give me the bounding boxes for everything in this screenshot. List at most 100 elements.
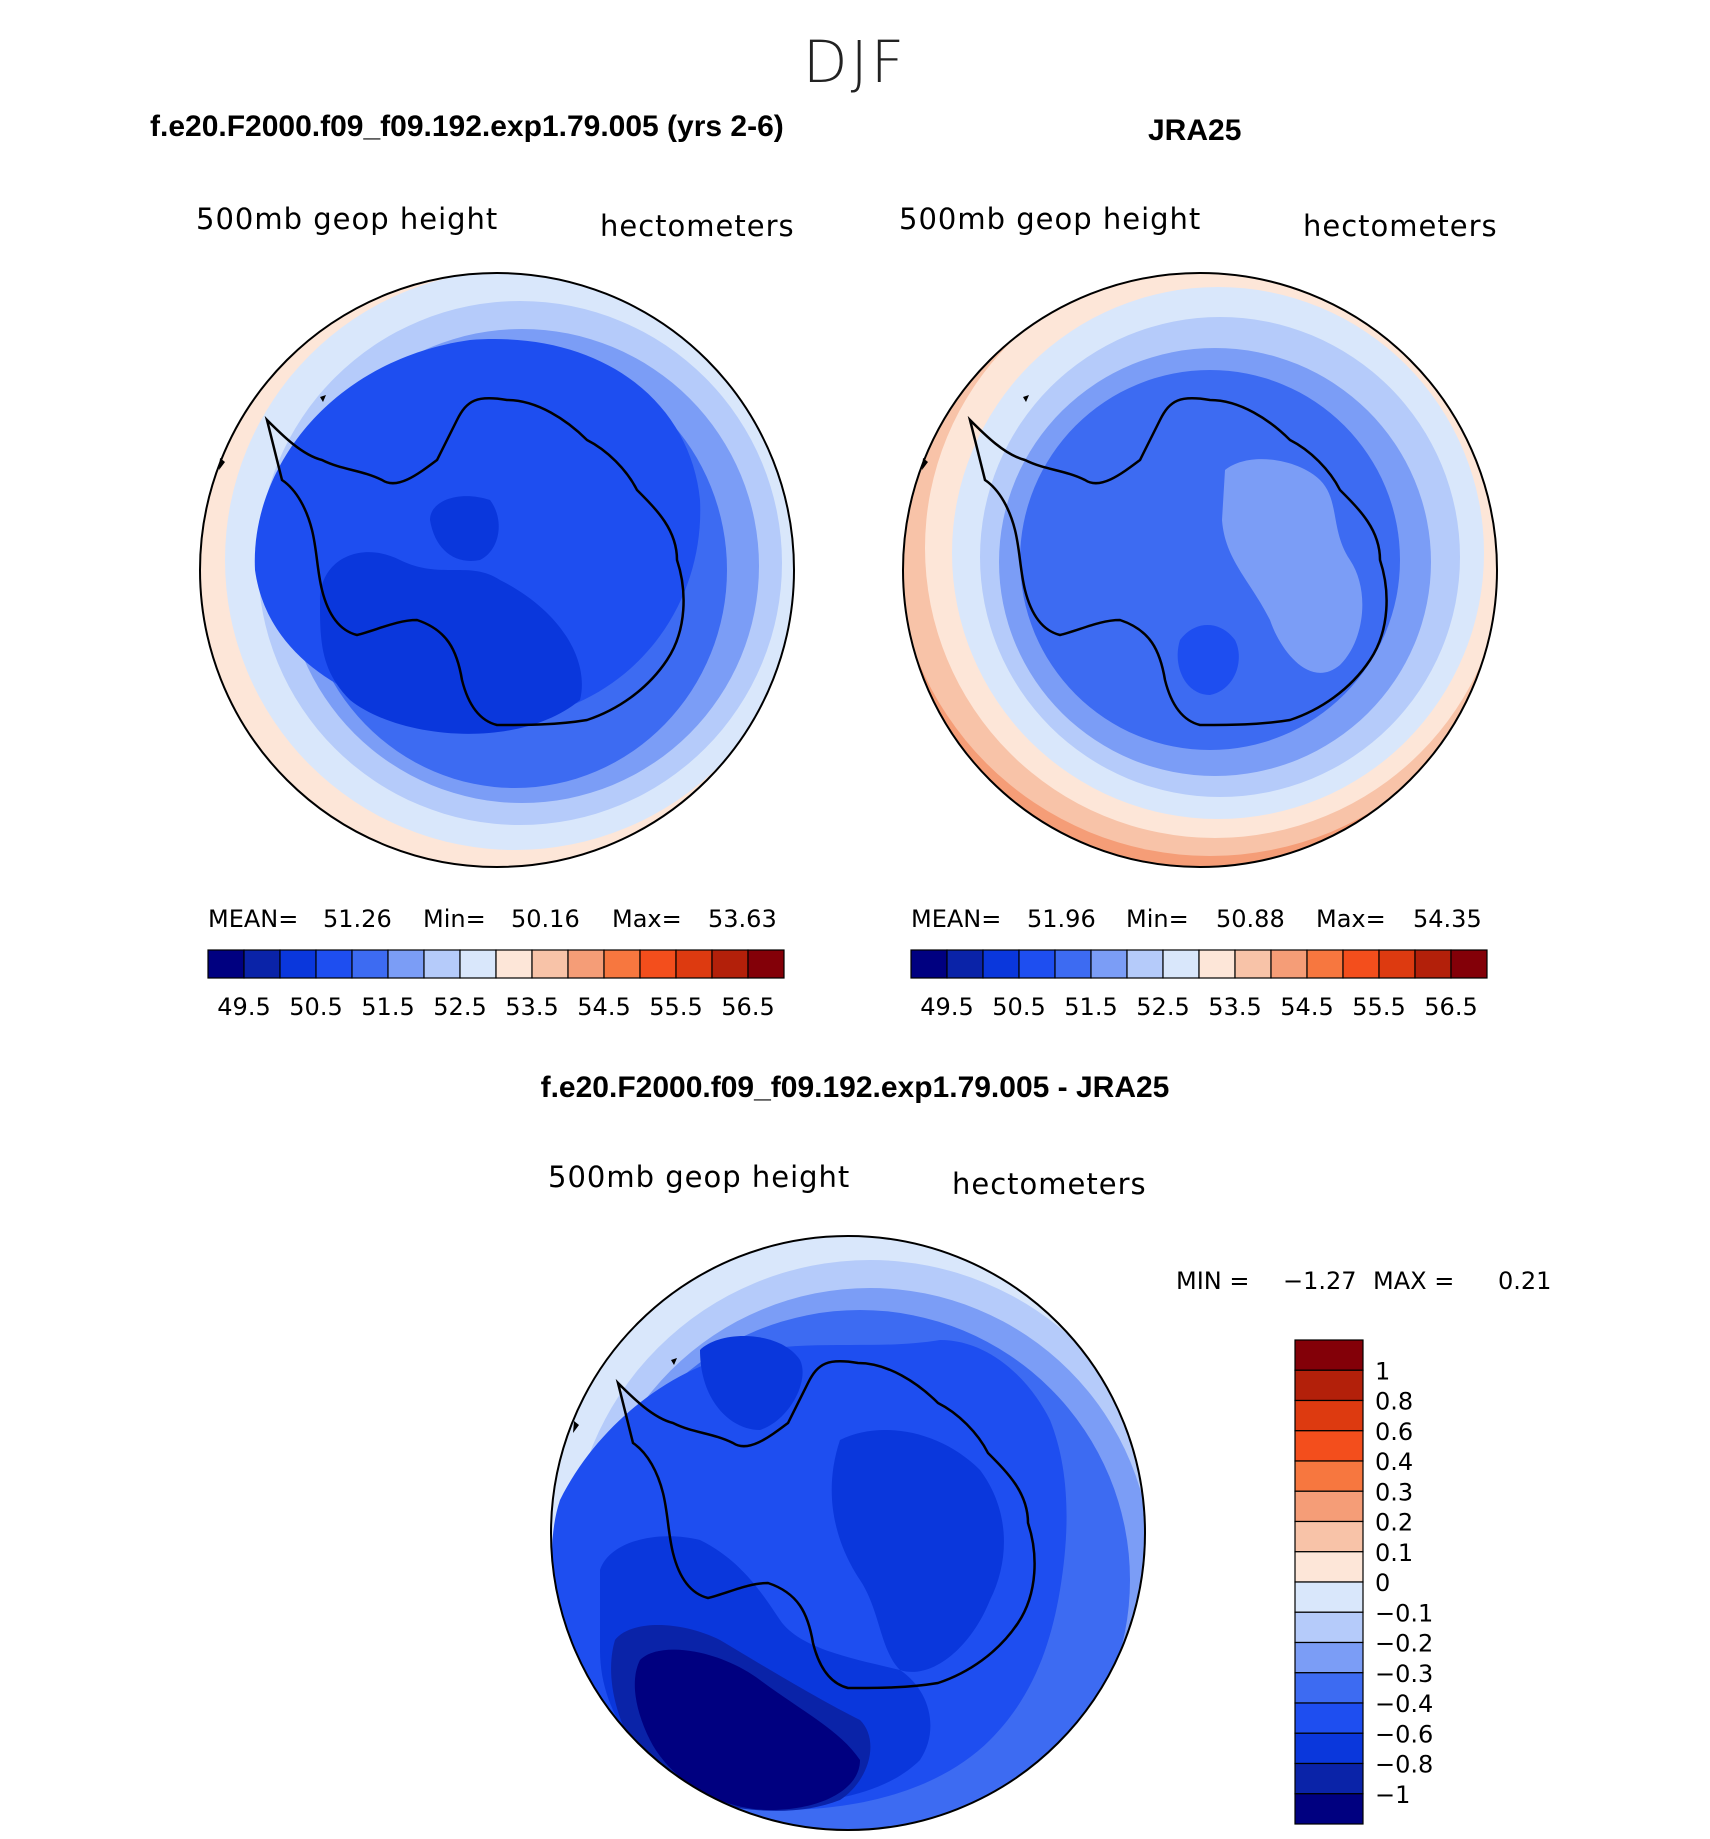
panel1-colorbar-label: 51.5 [361,993,414,1021]
panel1-colorbar-label: 49.5 [217,993,270,1021]
panel3-colorbar-label: 0.3 [1375,1478,1413,1506]
panel3-colorbar-box [1294,1369,1364,1402]
panel3-contour-minus0.8-north [700,1336,803,1430]
panel2-variable-label: 500mb geop height [899,202,1202,236]
panel3-variable-label: 500mb geop height [548,1160,851,1194]
panel2-colorbar-label: 55.5 [1352,993,1405,1021]
panel3-min-label: MIN = [1176,1267,1250,1295]
panel2-colorbar-box [1270,949,1308,979]
panel3-colorbar-box [1294,1611,1364,1644]
panel3-colorbar-box [1294,1490,1364,1523]
panel3-colorbar-label: 0.8 [1375,1388,1413,1416]
panel3-units-label: hectometers [952,1167,1147,1201]
panel1-colorbar-box [315,949,353,979]
panel2-colorbar-box [1234,949,1272,979]
panel1-colorbar-box [459,949,497,979]
panel1-colorbar-label: 56.5 [721,993,774,1021]
panel2-colorbar-box [1018,949,1056,979]
panel3-colorbar-label: −0.2 [1375,1630,1433,1658]
panel1-colorbar-box [351,949,389,979]
panel3-map-border [550,1235,1146,1831]
panel2-coastline [967,396,1388,727]
panel1-min-label: Min= [423,905,486,933]
panel3-colorbar-label: −0.8 [1375,1751,1433,1779]
panel3-colorbar-box [1294,1702,1364,1734]
panel3-colorbar-label: −1 [1375,1781,1410,1809]
panel2-colorbar-box [1306,949,1344,979]
panel3-colorbar-label: −0.6 [1375,1720,1433,1748]
panel1-colorbar-label: 53.5 [505,993,558,1021]
panel3-colorbar: 1 0.80.60.40.3 0.20.10−0.1 −0.2−0.3−0.4−0.6… [1294,1339,1433,1825]
panel3-map [551,1236,1145,1830]
panel2-colorbar-box [1414,949,1452,979]
panel2-contour-50.5 [1177,625,1239,695]
panel2-min-value: 50.88 [1216,905,1285,933]
panel2-colorbar-box [982,949,1020,979]
panel1-colorbar-box [387,949,425,979]
panel1-colorbar-box [603,949,641,979]
panel2-colorbar-label: 56.5 [1424,993,1477,1021]
panel1-max-value: 53.63 [708,905,777,933]
panel3-island-1 [671,1358,677,1365]
panel2-colorbar-box [910,949,948,979]
panel3-min-value: −1.27 [1283,1267,1357,1295]
panel2-contour-51.5-inner [1222,459,1363,673]
panel3-colorbar-box [1294,1793,1364,1825]
season-title: DJF [802,28,908,96]
panel3-colorbar-box [1294,1399,1364,1432]
panel3-colorbar-label: 0.1 [1375,1539,1413,1567]
panel1-colorbar-box [207,949,245,979]
panel1-island-2 [219,458,225,470]
panel1-colorbar-box [279,949,317,979]
panel1-colorbar-label: 50.5 [289,993,342,1021]
panel2-map-border [902,272,1498,868]
panel2-colorbar-box [1126,949,1164,979]
panel1-colorbar-label: 54.5 [577,993,630,1021]
panel2-mean-value: 51.96 [1027,905,1096,933]
panel2-max-value: 54.35 [1413,905,1482,933]
panel3-colorbar-box [1294,1762,1364,1795]
panel3-colorbar-box [1294,1520,1364,1553]
panel3-colorbar-label: 0.6 [1375,1418,1413,1446]
panel1-colorbar-box [747,949,785,979]
panel1-colorbar-box [639,949,677,979]
panel1-max-label: Max= [612,905,682,933]
panel3-contour-minus1-inner [634,1649,860,1810]
panel3-colorbar-label: 0.2 [1375,1509,1413,1537]
panel3-island-2 [573,1421,579,1433]
panel1-colorbar-label: 55.5 [649,993,702,1021]
panel2-colorbar-box [1450,949,1488,979]
panel3-colorbar-box [1294,1732,1364,1765]
panel1-units-label: hectometers [600,209,795,243]
panel2-island-1 [1023,395,1029,402]
panel1-contour-50-south [320,552,582,734]
panel3-colorbar-box [1294,1641,1364,1674]
panel1-map [200,273,794,867]
panel2-colorbar: 49.5 50.5 51.5 52.5 53.5 54.5 55.5 56.5 [910,949,1488,1021]
panel2-mean-label: MEAN= [911,905,1002,933]
panel3-colorbar-box [1294,1339,1364,1371]
panel2-colorbar-label: 50.5 [992,993,1045,1021]
panel1-title: f.e20.F2000.f09_f09.192.exp1.79.005 (yrs… [150,110,784,143]
panel2-colorbar-label: 49.5 [920,993,973,1021]
panel3-colorbar-label: 0.4 [1375,1448,1413,1476]
panel2-title: JRA25 [1148,114,1242,147]
panel3-colorbar-label: 0 [1375,1569,1390,1597]
panel3-contour-minus0.8-east [831,1430,1004,1672]
panel3-coastline [615,1359,1036,1690]
panel2-colorbar-box [1090,949,1128,979]
panel1-coastline [264,396,685,727]
panel1-colorbar-box [423,949,461,979]
panel1-colorbar-box [531,949,569,979]
panel2-colorbar-label: 54.5 [1280,993,1333,1021]
panel3-colorbar-box [1294,1551,1364,1583]
panel1-map-border [199,272,795,868]
panel2-max-label: Max= [1316,905,1386,933]
panel3-max-value: 0.21 [1498,1267,1552,1295]
panel1-island-1 [320,395,326,402]
panel1-mean-label: MEAN= [208,905,299,933]
panel1-contour-50-north [430,496,499,561]
panel3-colorbar-label: −0.3 [1375,1660,1433,1688]
panel1-variable-label: 500mb geop height [196,202,499,236]
panel2-colorbar-box [1342,949,1380,979]
